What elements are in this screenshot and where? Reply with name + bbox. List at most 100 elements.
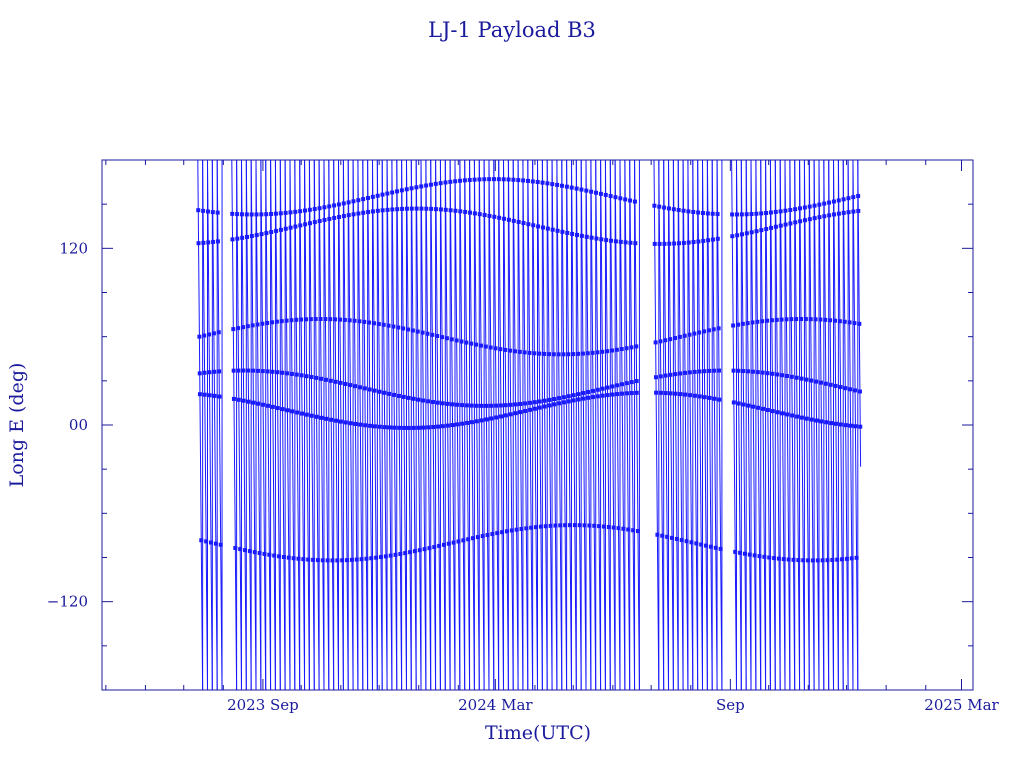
series-marker: [822, 201, 827, 206]
series-marker: [809, 417, 814, 422]
series-marker: [527, 350, 532, 355]
series-marker: [444, 336, 449, 341]
series-marker: [537, 399, 542, 404]
series-marker: [484, 403, 489, 408]
series-marker: [351, 212, 356, 217]
series-marker: [257, 551, 262, 556]
series-marker: [281, 554, 286, 559]
series-marker: [857, 321, 862, 326]
series-marker: [489, 403, 494, 408]
series-line: [541, 159, 548, 691]
series-line: [236, 159, 242, 691]
series-marker: [663, 338, 668, 343]
series-marker: [391, 324, 396, 329]
series-marker: [613, 239, 618, 244]
series-marker: [736, 368, 741, 373]
series-marker: [392, 425, 397, 430]
series-marker: [285, 408, 290, 413]
series-marker: [380, 208, 385, 213]
series-marker: [390, 190, 395, 195]
series-marker: [416, 397, 421, 402]
series-line: [537, 159, 543, 691]
series-marker: [566, 394, 571, 399]
series-marker: [446, 541, 451, 546]
series-marker: [687, 370, 692, 375]
series-marker: [829, 421, 834, 426]
series-marker: [784, 374, 789, 379]
series-marker: [747, 552, 752, 557]
series-marker: [534, 525, 539, 530]
series-marker: [293, 209, 298, 214]
series-marker: [325, 558, 330, 563]
series-line: [333, 159, 339, 691]
series-marker: [469, 403, 474, 408]
series-marker: [199, 538, 204, 543]
series-marker: [506, 177, 511, 182]
series-marker: [307, 207, 312, 212]
series-marker: [275, 406, 280, 411]
x-axis-ticks: 2023 Sep 2024 Mar Sep 2025 Mar: [105, 160, 1000, 714]
series-marker: [579, 233, 584, 238]
series-marker: [540, 225, 545, 230]
series-marker: [240, 325, 245, 330]
series-line: [488, 159, 495, 691]
series-marker: [673, 372, 678, 377]
series-marker: [290, 409, 295, 414]
series-marker: [542, 351, 547, 356]
series-marker: [523, 401, 528, 406]
series-marker: [412, 549, 417, 554]
series-marker: [386, 323, 391, 328]
series-marker: [374, 555, 379, 560]
series-marker: [812, 216, 817, 221]
series-marker: [513, 411, 518, 416]
series-marker: [653, 375, 658, 380]
series-marker: [265, 369, 270, 374]
series-marker: [256, 401, 261, 406]
series-marker: [733, 549, 738, 554]
series-marker: [701, 238, 706, 243]
series-marker: [671, 207, 676, 212]
series-marker: [634, 344, 639, 349]
series-marker: [590, 388, 595, 393]
series-line: [624, 159, 631, 691]
series-marker: [692, 393, 697, 398]
series-marker: [504, 529, 509, 534]
y-tick-label: 00: [69, 416, 88, 434]
series-marker: [503, 347, 508, 352]
series-marker: [535, 180, 540, 185]
chart-title: LJ-1 Payload B3: [428, 18, 596, 42]
series-marker: [665, 534, 670, 539]
series-marker: [658, 374, 663, 379]
series-marker: [395, 207, 400, 212]
series-marker: [836, 211, 841, 216]
series-marker: [569, 185, 574, 190]
series-marker: [589, 189, 594, 194]
series-marker: [353, 384, 358, 389]
series-marker: [716, 368, 721, 373]
series-marker: [547, 403, 552, 408]
series-marker: [708, 544, 713, 549]
series-marker: [700, 211, 705, 216]
series-marker: [827, 213, 832, 218]
series-marker: [749, 230, 754, 235]
series-marker: [710, 211, 715, 216]
series-marker: [561, 395, 566, 400]
series-marker: [440, 401, 445, 406]
series-marker: [322, 217, 327, 222]
series-line: [566, 159, 572, 691]
series-marker: [706, 328, 711, 333]
series-marker: [550, 182, 555, 187]
series-marker: [262, 551, 267, 556]
series-marker: [548, 523, 553, 528]
series-line: [736, 159, 742, 691]
series-line: [590, 159, 597, 691]
series-marker: [608, 194, 613, 199]
series-marker: [595, 394, 600, 399]
series-marker: [754, 229, 759, 234]
series-marker: [744, 231, 749, 236]
series-marker: [215, 239, 220, 244]
series-marker: [445, 423, 450, 428]
series-marker: [511, 177, 516, 182]
series-marker: [858, 424, 863, 429]
plot-area: 2023 Sep 2024 Mar Sep 2025 Mar 120 00 −120: [47, 159, 1000, 714]
